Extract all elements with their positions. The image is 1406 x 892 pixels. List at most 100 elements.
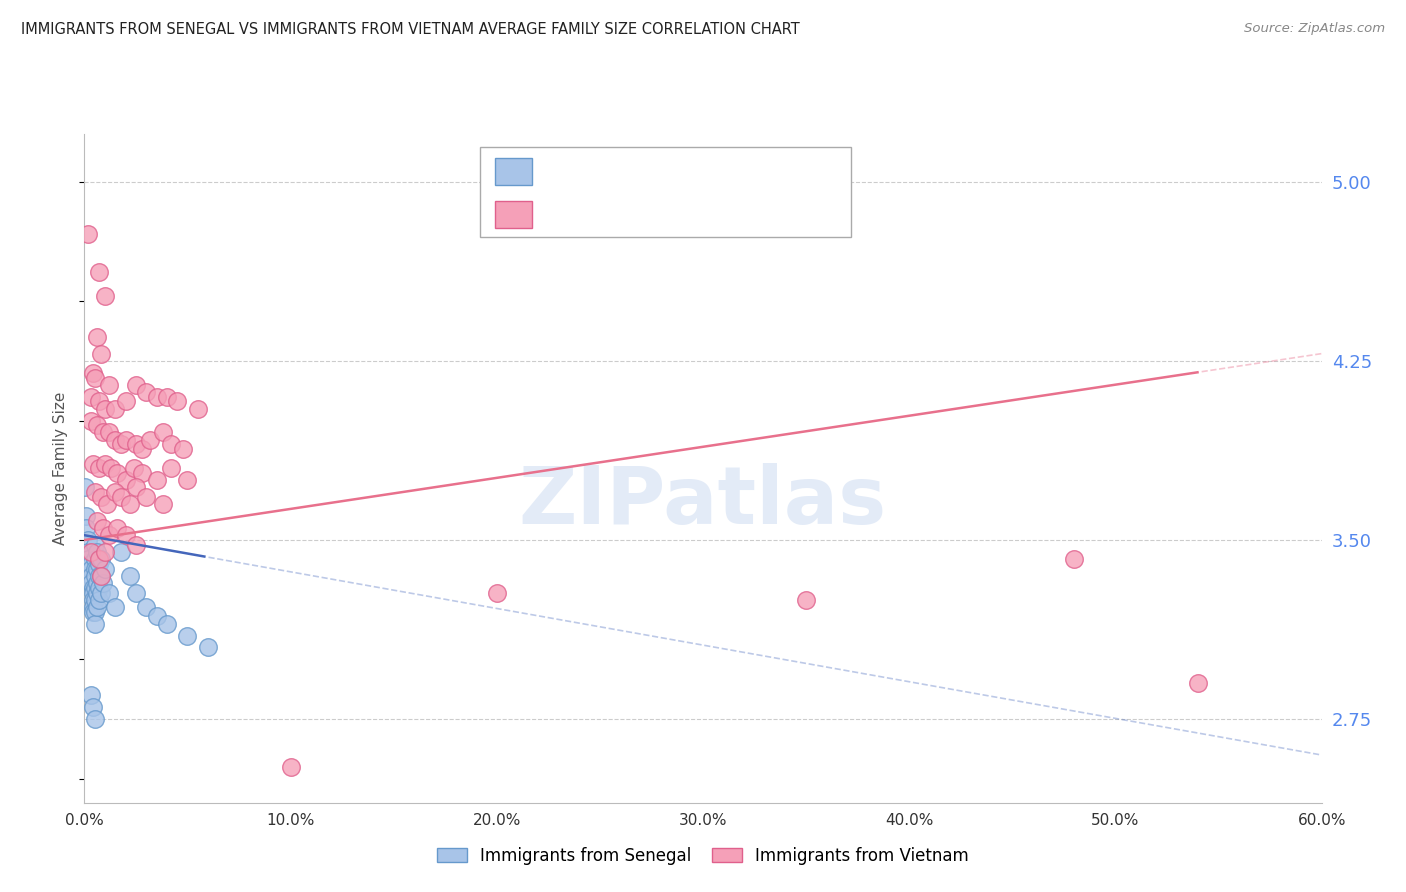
Point — [91, 521, 114, 535]
Text: Source: ZipAtlas.com: Source: ZipAtlas.com — [1244, 22, 1385, 36]
Point — [104, 485, 127, 500]
Point — [156, 616, 179, 631]
Point — [87, 461, 110, 475]
Point — [94, 545, 117, 559]
Point — [83, 485, 105, 500]
Point — [152, 425, 174, 440]
Point — [83, 569, 105, 583]
Point — [86, 545, 108, 559]
Point — [91, 425, 114, 440]
Point — [82, 592, 104, 607]
Point — [104, 433, 127, 447]
Point — [280, 760, 302, 774]
Point — [90, 569, 112, 583]
Point — [90, 346, 112, 360]
Point — [87, 394, 110, 409]
Point — [77, 545, 100, 559]
Point — [145, 473, 167, 487]
Point — [110, 437, 132, 451]
Point — [83, 616, 105, 631]
Y-axis label: Average Family Size: Average Family Size — [53, 392, 69, 545]
Point — [90, 569, 112, 583]
Point — [79, 688, 101, 702]
Point — [79, 545, 101, 559]
Point — [114, 394, 136, 409]
Point — [90, 552, 112, 566]
Point — [79, 557, 101, 571]
Point — [91, 576, 114, 591]
Legend: Immigrants from Senegal, Immigrants from Vietnam: Immigrants from Senegal, Immigrants from… — [430, 840, 976, 871]
Point — [86, 599, 108, 614]
Point — [82, 581, 104, 595]
Point — [83, 370, 105, 384]
Point — [82, 585, 104, 599]
Point — [83, 605, 105, 619]
FancyBboxPatch shape — [481, 147, 852, 237]
Point — [86, 576, 108, 591]
Point — [104, 599, 127, 614]
Point — [83, 562, 105, 576]
Point — [82, 457, 104, 471]
Point — [75, 521, 97, 535]
Point — [86, 330, 108, 344]
Point — [83, 592, 105, 607]
Point — [1063, 552, 1085, 566]
Point — [77, 552, 100, 566]
Point — [114, 528, 136, 542]
Point — [87, 592, 110, 607]
Point — [87, 569, 110, 583]
Point — [82, 605, 104, 619]
Point — [176, 473, 198, 487]
Text: R =  0.204: R = 0.204 — [547, 206, 636, 224]
Point — [87, 557, 110, 571]
Text: 50: 50 — [770, 162, 794, 180]
Point — [79, 390, 101, 404]
Text: ZIPatlas: ZIPatlas — [519, 463, 887, 541]
Point — [145, 390, 167, 404]
Point — [86, 585, 108, 599]
Point — [104, 401, 127, 416]
Point — [90, 585, 112, 599]
Point — [118, 497, 141, 511]
Point — [86, 514, 108, 528]
FancyBboxPatch shape — [495, 158, 533, 186]
Point — [160, 461, 183, 475]
Point — [75, 509, 97, 524]
Point — [75, 480, 97, 494]
Text: 71: 71 — [770, 206, 794, 224]
Point — [82, 366, 104, 380]
Point — [172, 442, 194, 457]
Point — [160, 437, 183, 451]
Point — [94, 562, 117, 576]
Point — [87, 581, 110, 595]
Point — [82, 700, 104, 714]
Point — [79, 562, 101, 576]
Text: N =: N = — [710, 162, 742, 180]
Point — [90, 490, 112, 504]
Point — [105, 466, 128, 480]
Point — [135, 384, 157, 399]
Text: N =: N = — [710, 206, 742, 224]
Point — [122, 461, 145, 475]
Point — [1187, 676, 1209, 690]
Point — [96, 497, 118, 511]
Point — [794, 592, 817, 607]
Point — [139, 433, 162, 447]
FancyBboxPatch shape — [495, 202, 533, 228]
Point — [485, 585, 508, 599]
Point — [187, 401, 209, 416]
Point — [145, 609, 167, 624]
Point — [77, 533, 100, 547]
Point — [125, 538, 148, 552]
Point — [110, 545, 132, 559]
Point — [83, 552, 105, 566]
Point — [197, 640, 219, 655]
Point — [166, 394, 188, 409]
Point — [98, 425, 121, 440]
Point — [114, 433, 136, 447]
Point — [86, 562, 108, 576]
Point — [125, 585, 148, 599]
Point — [125, 377, 148, 392]
Point — [79, 413, 101, 427]
Point — [135, 599, 157, 614]
